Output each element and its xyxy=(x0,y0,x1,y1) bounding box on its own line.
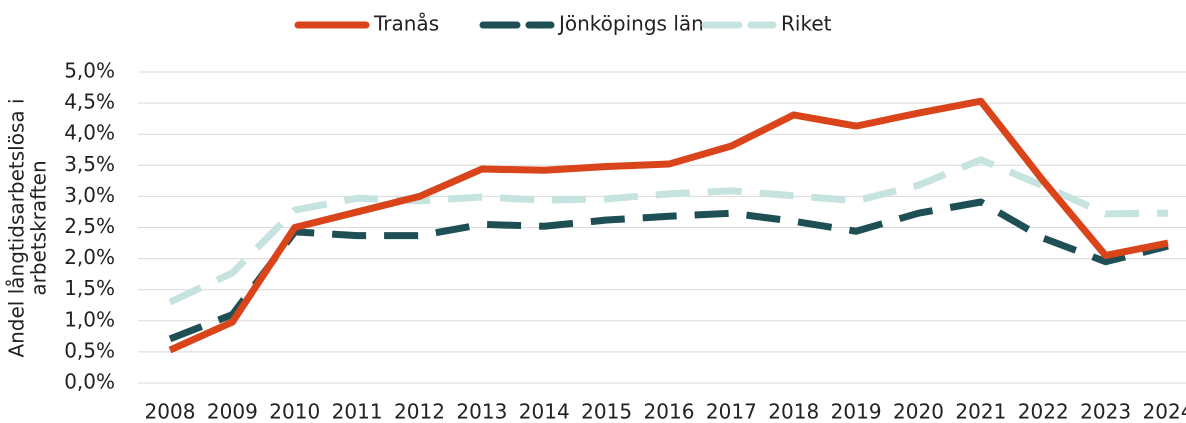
x-tick-label: 2010 xyxy=(269,400,320,423)
x-tick-label: 2008 xyxy=(145,400,196,423)
x-tick-label: 2022 xyxy=(1018,400,1069,423)
series-line xyxy=(168,97,1169,354)
x-tick-label: 2019 xyxy=(831,400,882,423)
x-tick-label: 2024 xyxy=(1143,400,1186,423)
legend-label: Riket xyxy=(781,12,832,36)
x-tick-label: 2009 xyxy=(207,400,258,423)
legend-label: Tranås xyxy=(373,12,439,36)
y-tick-label: 0,5% xyxy=(64,338,115,362)
x-tick-label: 2012 xyxy=(394,400,445,423)
x-tick-label: 2020 xyxy=(893,400,944,423)
x-tick-label: 2014 xyxy=(519,400,570,423)
y-tick-label: 2,5% xyxy=(64,214,115,238)
series-line xyxy=(168,198,1169,343)
y-tick-label: 4,0% xyxy=(64,121,115,145)
y-tick-label: 0,0% xyxy=(64,370,115,394)
y-tick-label: 5,0% xyxy=(64,59,115,83)
x-tick-label: 2013 xyxy=(456,400,507,423)
legend-label: Jönköpings län xyxy=(557,12,704,36)
x-tick-label: 2023 xyxy=(1080,400,1131,423)
series-line xyxy=(168,156,1169,306)
y-axis-label: arbetskraften xyxy=(27,160,51,295)
y-axis-label: Andel långtidsarbetslösa i xyxy=(5,98,29,357)
x-tick-label: 2017 xyxy=(706,400,757,423)
x-tick-label: 2011 xyxy=(332,400,383,423)
y-tick-label: 1,5% xyxy=(64,276,115,300)
x-tick-label: 2016 xyxy=(644,400,695,423)
y-tick-label: 3,5% xyxy=(64,152,115,176)
y-tick-label: 1,0% xyxy=(64,307,115,331)
x-tick-label: 2021 xyxy=(955,400,1006,423)
x-tick-label: 2015 xyxy=(581,400,632,423)
x-tick-label: 2018 xyxy=(768,400,819,423)
y-tick-label: 4,5% xyxy=(64,90,115,114)
y-tick-label: 2,0% xyxy=(64,245,115,269)
y-tick-label: 3,0% xyxy=(64,183,115,207)
